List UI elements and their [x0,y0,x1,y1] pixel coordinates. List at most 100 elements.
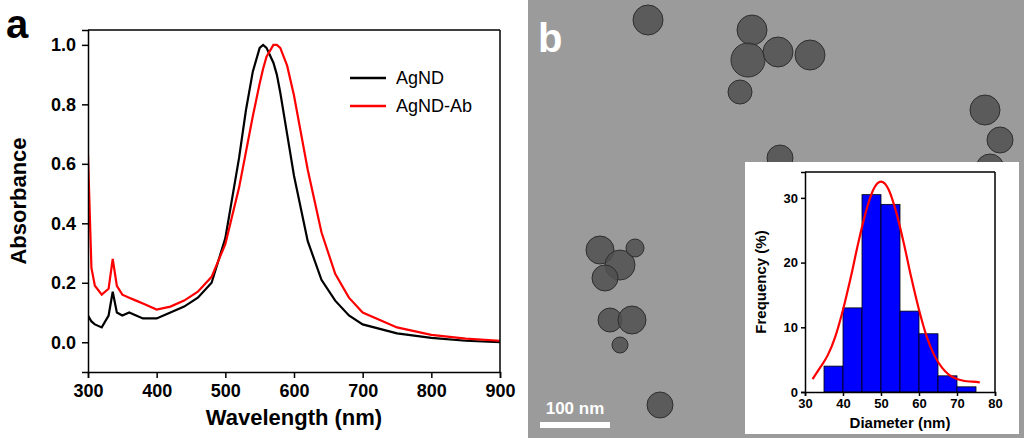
tick-label: 30 [784,191,798,206]
tick: 700 [348,372,378,401]
tick-label: 60 [912,396,926,411]
tick-mark [801,327,805,329]
legend-swatch [350,105,386,108]
legend-label: AgND [396,68,444,88]
spectrum-line [88,45,500,342]
tick-mark [156,372,158,378]
tick-label: 300 [73,381,103,401]
histogram-bar [824,366,843,392]
particle [633,5,663,35]
tick-mark [82,104,88,106]
tick-mark [82,45,88,47]
histogram-bar [843,308,862,392]
inset-frame [994,172,996,392]
tick-label: 50 [874,396,888,411]
particle [731,43,765,77]
tem-image [528,0,1024,438]
tick-mark [294,372,296,378]
panel-b: b 100 nm 30 40 50 60 70 80 0 10 20 30 Diameter (nm) F… [528,0,1024,438]
axis: 0.00.20.40.60.81.0 [51,31,89,373]
tick: 40 [836,392,850,411]
tick-label: 800 [417,381,447,401]
axis: 30 40 50 60 70 80 [798,392,1002,411]
axis: 0 10 20 30 [784,173,806,400]
panel-label: b [538,16,562,60]
panel-a: 3004005006007008009000.00.20.40.60.81.0W… [6,2,516,430]
tick-label: 0.6 [51,154,76,174]
tick: 800 [417,372,447,401]
legend: AgND AgND-Ab [350,68,472,116]
particle [763,37,793,67]
histogram-bar [900,311,919,392]
particle [795,40,825,70]
legend-label: AgND-Ab [396,96,472,116]
tick: 0.6 [51,154,88,174]
particle [626,239,644,257]
lines [88,45,500,342]
particle [737,15,767,45]
tick: 30 [784,191,805,206]
histogram-bar [957,387,976,392]
tick: 500 [211,372,241,401]
tick-label: 80 [988,396,1002,411]
figure: 3004005006007008009000.00.20.40.60.81.0W… [0,0,1024,438]
panel-label: a [6,2,29,46]
particle [970,95,1000,125]
tick-label: 20 [784,255,798,270]
axis-line [89,373,501,379]
tick-label: 0 [791,385,798,400]
tick-label: 700 [348,381,378,401]
tick: 10 [784,320,805,335]
particle [618,306,646,334]
plot-frame [499,30,501,372]
y-axis-title: Absorbance [6,137,31,264]
tick-label: 70 [950,396,964,411]
inset-background [745,162,1019,434]
tick-mark [82,283,88,285]
tick: 80 [988,392,1002,411]
scale-bar-label: 100 nm [546,399,605,418]
tick: 0.0 [51,333,88,353]
tick: 400 [142,372,172,401]
tick-mark [431,372,433,378]
tick-mark [801,392,805,394]
tick-label: 10 [784,320,798,335]
x-axis-title: Diameter (nm) [850,414,951,431]
axis-line [801,173,806,393]
plot-frame [88,29,500,31]
spectrum-line [88,45,500,341]
tick-label: 30 [798,396,812,411]
tick: 1.0 [51,35,88,55]
tick-label: 1.0 [51,35,76,55]
particle [592,265,618,291]
tick: 0.2 [51,273,88,293]
tick-mark [801,198,805,200]
y-axis-title: Frequency (%) [752,230,769,333]
x-axis-title: Wavelength (nm) [206,405,382,430]
histogram-bar [881,204,900,392]
tick: 300 [73,372,103,401]
tick-mark [82,223,88,225]
tick: 30 [798,392,812,411]
histogram-bar [862,195,881,392]
tick-label: 900 [485,381,515,401]
tick-mark [362,372,364,378]
tick-mark [801,262,805,264]
tick-label: 0.4 [51,214,76,234]
tick-label: 500 [211,381,241,401]
tick-mark [500,372,502,378]
tick: 20 [784,255,805,270]
particle [987,127,1013,153]
tick-label: 600 [279,381,309,401]
tick-label: 0.2 [51,273,76,293]
histogram-marks [813,182,980,392]
tick: 50 [874,392,888,411]
tick-mark [82,164,88,166]
tick-mark [82,342,88,344]
particle [728,80,752,104]
tick: 900 [485,372,515,401]
particle [647,392,673,418]
tick-mark [225,372,227,378]
tick-label: 40 [836,396,850,411]
tick-label: 400 [142,381,172,401]
